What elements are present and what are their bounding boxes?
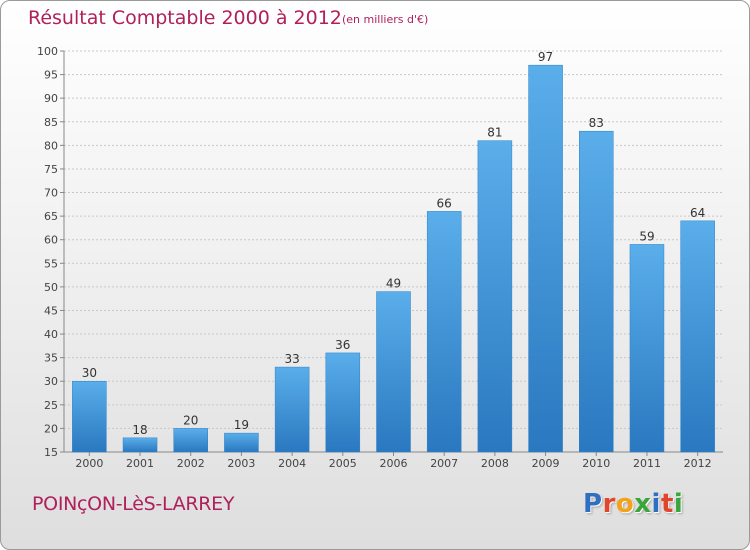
x-tick-label-2011: 2011 xyxy=(633,457,661,470)
y-tick-label: 85 xyxy=(44,116,58,129)
y-axis: 15 20 25 30 35 40 45 50 55 60 65 70 75 80 85 90 95 100 xyxy=(37,45,65,459)
data-label-2002: 20 xyxy=(183,413,198,427)
data-label-2009: 97 xyxy=(538,50,553,64)
y-tick-label: 15 xyxy=(44,446,58,459)
data-label-2003: 19 xyxy=(234,418,249,432)
bar-2002 xyxy=(173,428,208,453)
y-tick-label: 70 xyxy=(44,187,58,200)
data-label-2012: 64 xyxy=(690,206,705,220)
data-label-2000: 30 xyxy=(82,366,97,380)
logo-letter: i xyxy=(673,489,684,519)
y-tick-label: 95 xyxy=(44,69,58,82)
bar-2012 xyxy=(680,220,715,453)
y-tick-label: 35 xyxy=(44,352,58,365)
x-tick-label-2001: 2001 xyxy=(126,457,154,470)
bar-2003 xyxy=(224,432,259,453)
logo-letter: x xyxy=(634,489,652,519)
y-tick-label: 90 xyxy=(44,92,58,105)
data-label-2004: 33 xyxy=(284,352,299,366)
x-tick-label-2007: 2007 xyxy=(430,457,458,470)
logo-letter: r xyxy=(602,489,616,519)
y-tick-label: 50 xyxy=(44,281,58,294)
x-tick-label-2003: 2003 xyxy=(227,457,255,470)
bar-2000 xyxy=(72,380,107,453)
bars: 30 18 20 19 33 36 49 66 81 97 83 59 64 xyxy=(72,50,715,453)
x-tick-label-2008: 2008 xyxy=(481,457,509,470)
bar-2011 xyxy=(629,244,665,453)
chart-title: Résultat Comptable 2000 à 2012 xyxy=(28,7,342,29)
proxiti-logo: Proxiti xyxy=(583,489,683,519)
data-label-2005: 36 xyxy=(335,338,350,352)
y-tick-label: 20 xyxy=(44,422,58,435)
x-tick-label-2009: 2009 xyxy=(532,457,560,470)
y-tick-label: 65 xyxy=(44,210,58,223)
x-tick-label-2012: 2012 xyxy=(684,457,712,470)
y-tick-label: 30 xyxy=(44,375,58,388)
data-label-2001: 18 xyxy=(132,423,147,437)
x-axis: 2000 2001 2002 2003 2004 2005 2006 2007 2008 2009… xyxy=(64,451,723,470)
y-tick-label: 75 xyxy=(44,163,58,176)
commune-name: POINçON-LèS-LARREY xyxy=(32,493,235,515)
data-label-2011: 59 xyxy=(639,229,654,243)
data-label-2010: 83 xyxy=(589,116,604,130)
bar-2009 xyxy=(528,64,563,453)
data-label-2007: 66 xyxy=(437,196,452,210)
y-tick-label: 25 xyxy=(44,399,58,412)
bar-2007 xyxy=(426,211,462,453)
data-label-2006: 49 xyxy=(386,277,401,291)
y-tick-label: 40 xyxy=(44,328,58,341)
logo-letter: i xyxy=(651,489,661,519)
y-tick-label: 100 xyxy=(37,45,58,58)
logo-letter: t xyxy=(660,489,674,519)
bar-2004 xyxy=(274,366,310,453)
x-tick-label-2006: 2006 xyxy=(380,457,408,470)
x-tick-label-2004: 2004 xyxy=(278,457,306,470)
x-tick-label-2010: 2010 xyxy=(582,457,610,470)
x-tick-label-2005: 2005 xyxy=(329,457,357,470)
y-tick-label: 80 xyxy=(44,139,58,152)
y-tick-label: 60 xyxy=(44,234,58,247)
x-tick-label-2000: 2000 xyxy=(75,457,103,470)
bar-2008 xyxy=(477,140,513,453)
logo-letter: o xyxy=(615,489,635,519)
bar-2001 xyxy=(122,437,158,453)
x-tick-label-2002: 2002 xyxy=(177,457,205,470)
y-tick-label: 45 xyxy=(44,304,58,317)
chart-subtitle: (en milliers d'€) xyxy=(342,13,429,26)
data-label-2008: 81 xyxy=(487,126,502,140)
bar-2005 xyxy=(325,352,361,453)
y-tick-label: 55 xyxy=(44,257,58,270)
logo-letter: P xyxy=(583,489,603,519)
bar-2006 xyxy=(376,291,411,453)
bar-2010 xyxy=(579,130,614,453)
